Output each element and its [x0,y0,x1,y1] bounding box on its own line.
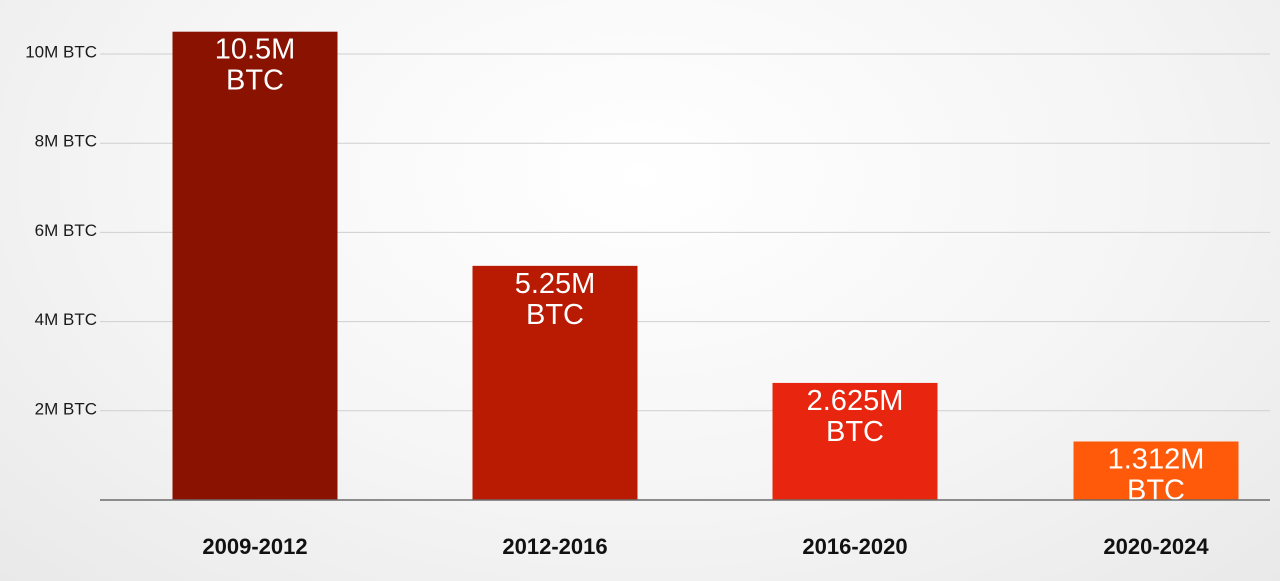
y-tick-label: 8M BTC [35,132,97,151]
y-tick-label: 10M BTC [25,42,97,61]
bar-value-label: 10.5M [215,34,296,66]
bar [172,31,338,500]
x-category-label: 2016-2020 [802,534,907,559]
x-category-label: 2009-2012 [202,534,307,559]
x-category-label: 2020-2024 [1103,534,1209,559]
y-axis-tick-labels: 2M BTC 4M BTC 6M BTC 8M BTC 10M BTC [25,42,97,418]
bar-value-label: BTC [1127,474,1185,506]
bar-value-label: 2.625M [807,385,904,417]
x-axis-category-labels: 2009-2012 2012-2016 2016-2020 2020-2024 [202,534,1209,559]
y-tick-label: 6M BTC [35,221,97,240]
bar [472,265,638,500]
bar-value-label: 5.25M [515,268,596,300]
bar [772,382,938,500]
bar-value-label: BTC [826,416,884,448]
bar-value-label: BTC [226,65,284,97]
bar-value-label: BTC [526,299,584,331]
y-tick-label: 2M BTC [35,399,97,418]
bar-value-label: 1.312M [1108,443,1205,475]
x-category-label: 2012-2016 [502,534,607,559]
bar [1073,441,1239,500]
y-tick-label: 4M BTC [35,310,97,329]
